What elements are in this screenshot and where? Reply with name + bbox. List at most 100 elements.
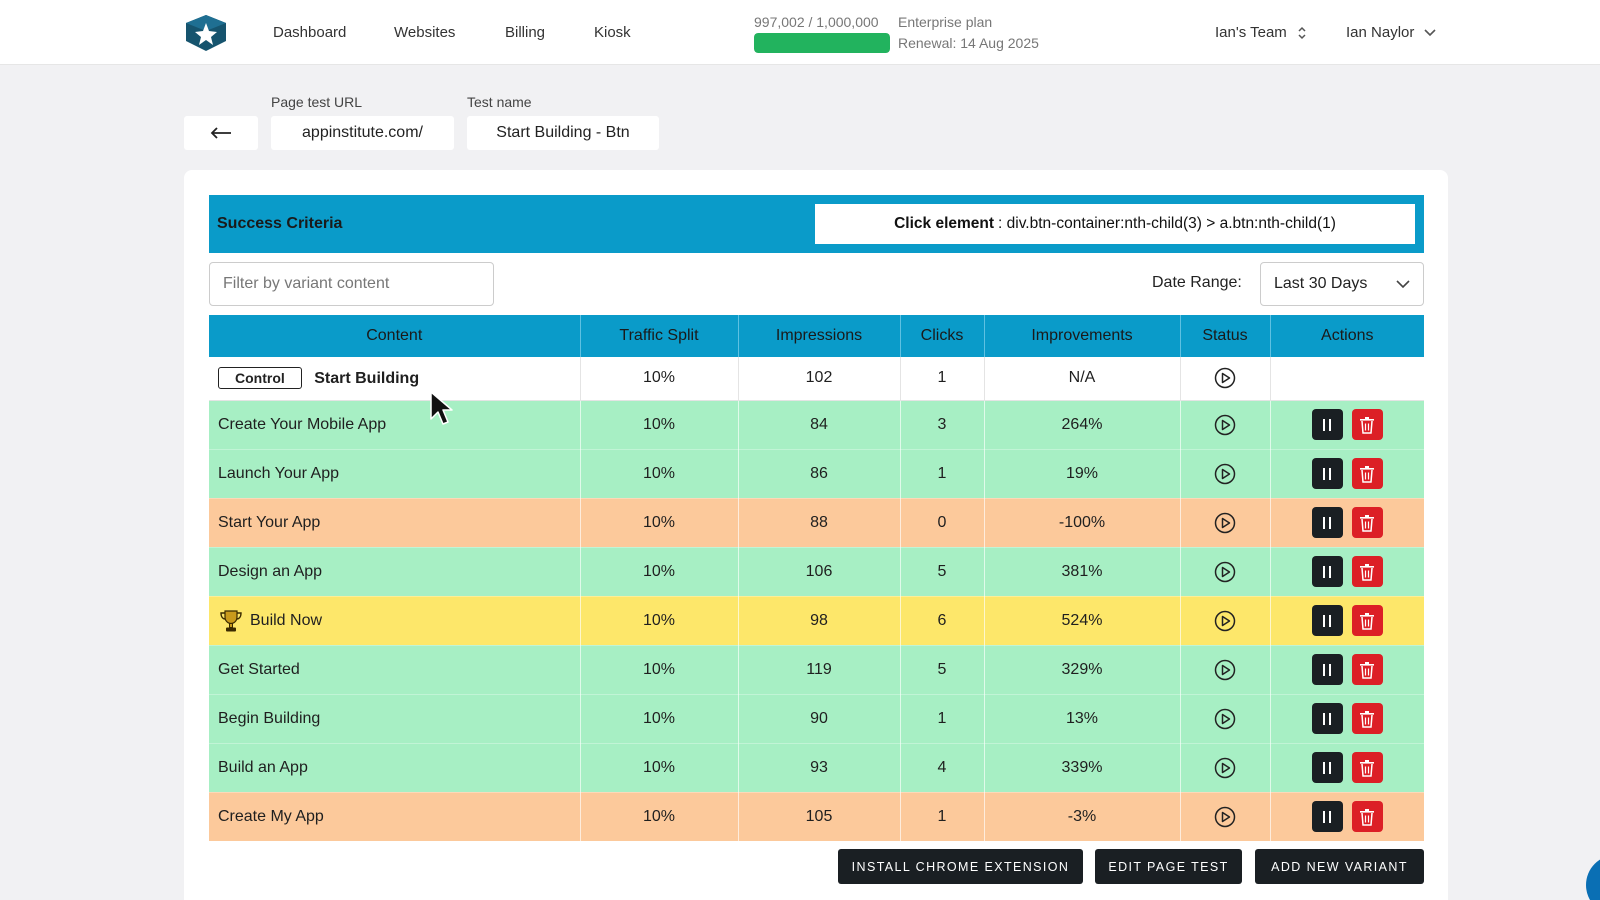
criteria-type: Click element <box>894 215 995 232</box>
control-status <box>1180 357 1271 401</box>
delete-variant-button[interactable] <box>1351 752 1383 783</box>
pause-icon <box>1323 418 1332 431</box>
variant-traffic-split: 10% <box>580 694 739 744</box>
delete-variant-button[interactable] <box>1351 654 1383 685</box>
control-impressions: 102 <box>738 357 901 401</box>
back-button[interactable] <box>184 116 258 150</box>
pause-variant-button[interactable] <box>1311 458 1343 489</box>
team-switcher[interactable]: Ian's Team <box>1215 24 1307 41</box>
success-criteria-title: Success Criteria <box>217 215 343 232</box>
variant-content-cell: Start Your App <box>209 498 581 548</box>
pause-icon <box>1323 467 1332 480</box>
variant-clicks: 1 <box>900 449 985 499</box>
delete-variant-button[interactable] <box>1351 605 1383 636</box>
pause-variant-button[interactable] <box>1311 556 1343 587</box>
play-circle-icon[interactable] <box>1214 610 1236 632</box>
delete-variant-button[interactable] <box>1351 409 1383 440</box>
trash-icon <box>1360 710 1375 728</box>
nav-kiosk[interactable]: Kiosk <box>594 24 631 41</box>
trash-icon <box>1360 661 1375 679</box>
brand-logo[interactable] <box>184 14 228 52</box>
play-circle-icon[interactable] <box>1214 806 1236 828</box>
control-clicks: 1 <box>900 357 985 401</box>
page-url-label: Page test URL <box>271 94 363 110</box>
usage-progress-bar <box>754 33 890 53</box>
variant-improvement: 329% <box>984 645 1181 695</box>
table-row: Build Now 10% 98 6 524% <box>209 596 1424 646</box>
variant-improvement: 19% <box>984 449 1181 499</box>
delete-variant-button[interactable] <box>1351 801 1383 832</box>
variant-status <box>1180 645 1271 695</box>
variant-name: Launch Your App <box>218 464 340 482</box>
nav-websites[interactable]: Websites <box>394 24 456 41</box>
play-circle-icon[interactable] <box>1214 463 1236 485</box>
pause-variant-button[interactable] <box>1311 752 1343 783</box>
variant-name: Create Your Mobile App <box>218 415 387 433</box>
plan-name: Enterprise plan <box>898 14 993 30</box>
renewal-date: Renewal: 14 Aug 2025 <box>898 35 1039 51</box>
play-circle-icon[interactable] <box>1214 414 1236 436</box>
add-new-variant-button[interactable]: ADD NEW VARIANT <box>1255 849 1424 884</box>
variant-actions <box>1270 694 1424 744</box>
delete-variant-button[interactable] <box>1351 556 1383 587</box>
test-name-field[interactable]: Start Building - Btn <box>467 116 659 150</box>
play-circle-icon[interactable] <box>1214 708 1236 730</box>
variant-impressions: 105 <box>738 792 901 842</box>
variant-improvement: 524% <box>984 596 1181 646</box>
header-clicks: Clicks <box>900 315 985 357</box>
play-circle-icon[interactable] <box>1214 757 1236 779</box>
nav-dashboard[interactable]: Dashboard <box>273 24 347 41</box>
pause-variant-button[interactable] <box>1311 703 1343 734</box>
header-actions: Actions <box>1270 315 1424 357</box>
trash-icon <box>1360 759 1375 777</box>
control-badge: Control <box>218 367 302 390</box>
action-buttons <box>1271 507 1425 538</box>
variant-clicks: 5 <box>900 547 985 597</box>
variant-status <box>1180 498 1271 548</box>
nav-billing[interactable]: Billing <box>505 24 546 41</box>
install-chrome-extension-button[interactable]: INSTALL CHROME EXTENSION <box>838 849 1083 884</box>
pause-variant-button[interactable] <box>1311 801 1343 832</box>
play-circle-icon[interactable] <box>1214 659 1236 681</box>
date-range-select[interactable]: Last 30 Days <box>1260 262 1424 306</box>
edit-page-test-button[interactable]: EDIT PAGE TEST <box>1095 849 1242 884</box>
play-circle-icon[interactable] <box>1214 561 1236 583</box>
variant-clicks: 3 <box>900 400 985 450</box>
updown-chevron-icon <box>1298 26 1306 39</box>
variant-traffic-split: 10% <box>580 792 739 842</box>
play-circle-icon[interactable] <box>1214 512 1236 534</box>
variant-traffic-split: 10% <box>580 498 739 548</box>
pause-variant-button[interactable] <box>1311 409 1343 440</box>
variant-status <box>1180 400 1271 450</box>
user-menu[interactable]: Ian Naylor <box>1346 24 1436 41</box>
control-content-cell: Control Start Building <box>209 357 581 401</box>
test-name-label: Test name <box>467 94 532 110</box>
trophy-icon <box>220 609 242 631</box>
action-buttons <box>1271 801 1425 832</box>
action-buttons <box>1271 752 1425 783</box>
trash-icon <box>1360 465 1375 483</box>
pause-variant-button[interactable] <box>1311 605 1343 636</box>
variant-traffic-split: 10% <box>580 547 739 597</box>
variant-improvement: 13% <box>984 694 1181 744</box>
variant-traffic-split: 10% <box>580 645 739 695</box>
delete-variant-button[interactable] <box>1351 458 1383 489</box>
play-circle-icon[interactable] <box>1214 367 1236 389</box>
pause-variant-button[interactable] <box>1311 507 1343 538</box>
delete-variant-button[interactable] <box>1351 703 1383 734</box>
control-improvement: N/A <box>984 357 1181 401</box>
variant-status <box>1180 694 1271 744</box>
table-row: Build an App 10% 93 4 339% <box>209 743 1425 793</box>
action-buttons <box>1271 654 1425 685</box>
variant-actions <box>1270 547 1424 597</box>
variant-filter-input[interactable] <box>209 262 494 306</box>
help-chat-bubble[interactable] <box>1586 855 1600 900</box>
delete-variant-button[interactable] <box>1351 507 1383 538</box>
variant-content-cell: Get Started <box>209 645 581 695</box>
table-row: Get Started 10% 119 5 329% <box>209 645 1425 695</box>
variant-actions <box>1270 645 1425 695</box>
usage-progress-fill <box>754 33 890 53</box>
page-url-field[interactable]: appinstitute.com/ <box>271 116 454 150</box>
pause-variant-button[interactable] <box>1311 654 1343 685</box>
variant-actions <box>1270 498 1425 548</box>
